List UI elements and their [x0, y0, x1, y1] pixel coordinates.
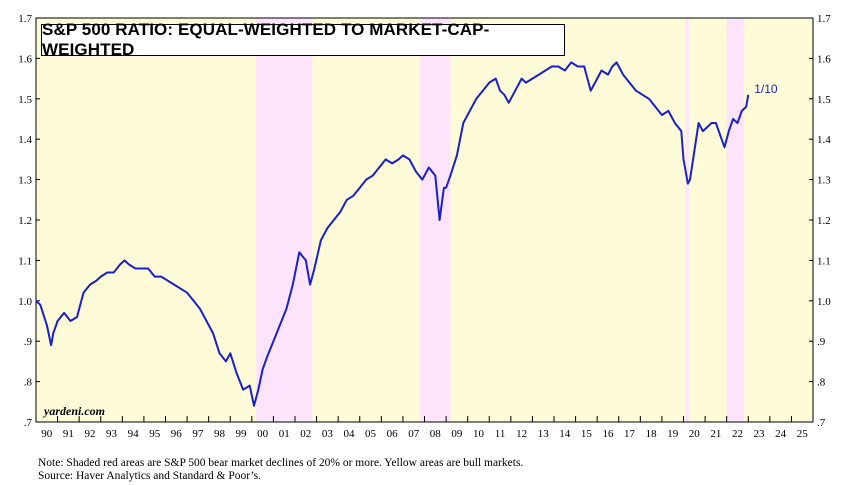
x-tick-label-23: 13: [538, 428, 550, 440]
annotations: 1/10: [754, 82, 778, 96]
y-tick-label-right-7: 1.0: [817, 296, 831, 308]
shaded-regions: [36, 18, 813, 422]
last-value-label: 1/10: [754, 82, 778, 96]
bear-market-region-7: [726, 18, 744, 422]
y-tick-label-right-10: .7: [817, 417, 826, 429]
x-tick-label-3: 93: [106, 428, 118, 440]
y-axis-left: 1.7 1.6 1.5 1.4 1.3 1.2 1.1 1.0 .9 .8 .7: [18, 13, 40, 429]
y-tick-label-left-0: 1.7: [18, 13, 32, 25]
x-tick-label-2: 92: [84, 428, 95, 440]
bull-market-region-6: [688, 18, 727, 422]
y-axis-right: 1.7 1.6 1.5 1.4 1.3 1.2 1.1 1.0 .9 .8 .7: [809, 13, 831, 429]
x-tick-label-27: 17: [624, 428, 636, 440]
y-tick-label-left-10: .7: [24, 417, 33, 429]
x-tick-label-26: 16: [602, 428, 614, 440]
y-tick-label-left-2: 1.5: [18, 94, 32, 106]
bear-market-region-1: [256, 18, 313, 422]
y-tick-label-right-6: 1.1: [817, 255, 831, 267]
y-tick-label-right-1: 1.6: [817, 53, 831, 65]
chart-title: S&P 500 RATIO: EQUAL-WEIGHTED TO MARKET-…: [42, 20, 490, 59]
y-tick-label-left-3: 1.4: [18, 134, 32, 146]
x-tick-label-0: 90: [41, 428, 53, 440]
y-tick-label-left-5: 1.2: [18, 215, 32, 227]
bull-market-region-8: [743, 18, 813, 422]
x-tick-label-14: 04: [343, 428, 355, 440]
y-tick-label-left-1: 1.6: [18, 53, 32, 65]
y-tick-label-right-5: 1.2: [817, 215, 831, 227]
x-tick-label-31: 21: [710, 428, 721, 440]
y-tick-label-right-4: 1.3: [817, 175, 831, 187]
y-tick-label-right-8: .9: [817, 336, 826, 348]
x-tick-label-20: 10: [473, 428, 485, 440]
y-tick-label-right-0: 1.7: [817, 13, 831, 25]
x-tick-label-9: 99: [236, 428, 248, 440]
x-tick-label-32: 22: [732, 428, 743, 440]
x-tick-label-21: 11: [495, 428, 506, 440]
bear-market-region-3: [420, 18, 451, 422]
x-tick-label-30: 20: [689, 428, 701, 440]
series-line-0: [35, 61, 750, 407]
x-axis: 90 91 92 93 94 95 96 97 98 99 00 01 02 03 04 05 06 07 08 09…: [35, 416, 809, 440]
x-tick-label-11: 01: [279, 428, 290, 440]
x-tick-label-22: 12: [516, 428, 527, 440]
x-tick-label-10: 00: [257, 428, 269, 440]
x-tick-label-12: 02: [300, 428, 311, 440]
x-tick-label-33: 23: [754, 428, 766, 440]
x-tick-label-24: 14: [559, 428, 571, 440]
x-tick-label-18: 08: [430, 428, 442, 440]
x-tick-label-25: 15: [581, 428, 593, 440]
x-tick-label-5: 95: [149, 428, 161, 440]
x-tick-label-4: 94: [128, 428, 140, 440]
x-tick-label-7: 97: [192, 428, 204, 440]
x-tick-label-28: 18: [646, 428, 658, 440]
bear-market-region-5: [685, 18, 689, 422]
y-tick-label-left-8: .9: [24, 336, 33, 348]
chart-note: Note: Shaded red areas are S&P 500 bear …: [38, 457, 524, 469]
chart-source: Source: Haver Analytics and Standard & P…: [38, 470, 262, 482]
watermark-yardeni: yardeni.com: [44, 404, 105, 418]
series-group: [35, 61, 750, 407]
bull-market-region-2: [312, 18, 421, 422]
x-tick-label-6: 96: [171, 428, 183, 440]
x-tick-label-13: 03: [322, 428, 334, 440]
y-tick-label-right-2: 1.5: [817, 94, 831, 106]
x-tick-label-15: 05: [365, 428, 377, 440]
x-tick-label-19: 09: [451, 428, 463, 440]
x-tick-label-1: 91: [63, 428, 74, 440]
x-tick-label-16: 06: [387, 428, 399, 440]
x-tick-label-29: 19: [667, 428, 679, 440]
x-tick-label-35: 25: [797, 428, 809, 440]
y-tick-label-right-3: 1.4: [817, 134, 831, 146]
x-tick-label-34: 24: [775, 428, 787, 440]
y-tick-label-left-7: 1.0: [18, 296, 32, 308]
y-tick-label-right-9: .8: [817, 377, 826, 389]
x-tick-label-17: 07: [408, 428, 420, 440]
y-tick-label-left-4: 1.3: [18, 175, 32, 187]
bull-market-region-4: [450, 18, 686, 422]
y-tick-label-left-6: 1.1: [18, 255, 32, 267]
x-tick-label-8: 98: [214, 428, 226, 440]
y-tick-label-left-9: .8: [24, 377, 33, 389]
bull-market-region-0: [36, 18, 257, 422]
chart-title-box: S&P 500 RATIO: EQUAL-WEIGHTED TO MARKET-…: [41, 20, 565, 59]
